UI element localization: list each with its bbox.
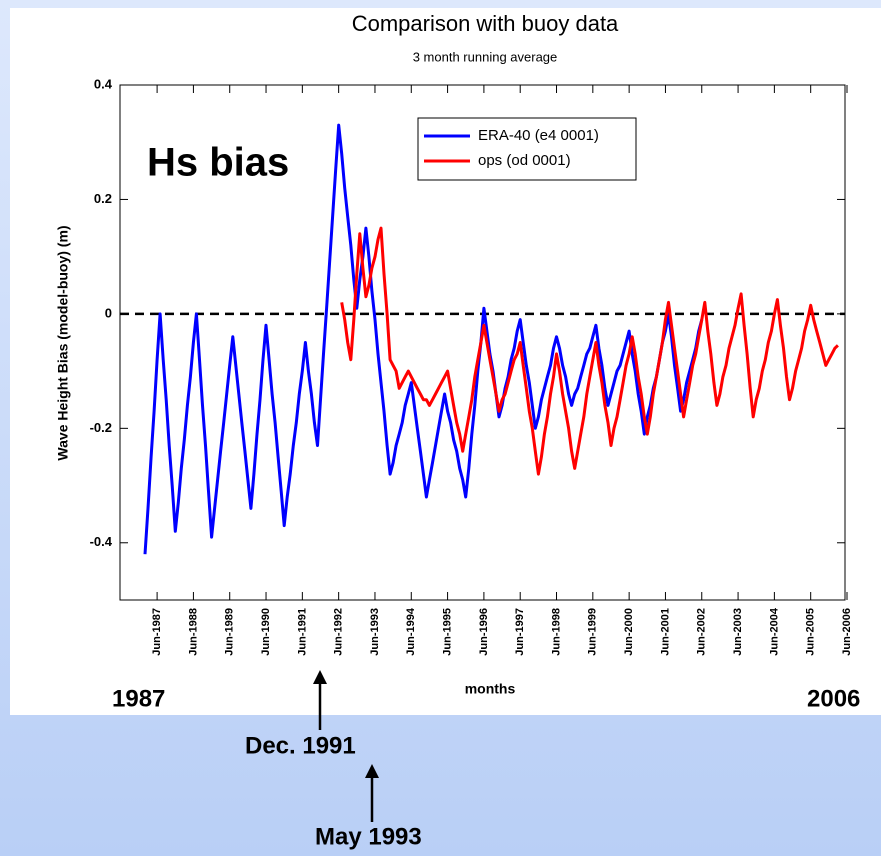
series-line <box>340 226 839 476</box>
x-tick-label: Jun-2006 <box>841 608 853 656</box>
x-tick-label: Jun-1993 <box>369 608 381 656</box>
x-axis-label: months <box>465 681 516 697</box>
annotation: Hs bias <box>147 141 289 185</box>
x-tick-label: Jun-1990 <box>260 608 272 656</box>
x-tick-label: Jun-2003 <box>732 608 744 656</box>
x-tick-label: Jun-2004 <box>768 607 780 656</box>
x-tick-label: Jun-1995 <box>441 608 453 656</box>
legend-label: ops (od 0001) <box>478 152 571 169</box>
x-tick-label: Jun-1998 <box>550 608 562 656</box>
slide-label: 1987 <box>112 685 165 712</box>
legend-box <box>417 117 637 181</box>
slide-label: 2006 <box>807 685 860 712</box>
arrow-head <box>313 670 327 684</box>
x-tick-label: Jun-1988 <box>187 608 199 656</box>
series-line <box>143 123 704 555</box>
y-tick-label: -0.4 <box>90 534 113 549</box>
y-tick-label: -0.2 <box>90 420 112 435</box>
y-tick-label: 0.4 <box>94 76 113 91</box>
x-tick-label: Jun-1992 <box>333 608 345 656</box>
x-tick-label: Jun-2005 <box>805 608 817 656</box>
slide-label: Dec. 1991 <box>245 732 356 759</box>
x-tick-label: Jun-2001 <box>659 608 671 656</box>
x-tick-label: Jun-2002 <box>696 608 708 656</box>
arrow-head <box>365 764 379 778</box>
x-tick-label: Jun-1989 <box>224 608 236 656</box>
y-axis-label: Wave Height Bias (model-buoy) (m) <box>55 225 71 460</box>
x-tick-label: Jun-1999 <box>587 608 599 656</box>
y-tick-label: 0 <box>105 305 112 320</box>
x-tick-label: Jun-1987 <box>151 608 163 656</box>
chart-title: Comparison with buoy data <box>352 11 619 36</box>
x-tick-label: Jun-1991 <box>296 608 308 656</box>
x-tick-label: Jun-1994 <box>405 607 417 656</box>
legend-label: ERA-40 (e4 0001) <box>478 127 599 144</box>
chart-subtitle: 3 month running average <box>413 49 558 64</box>
slide-label: May 1993 <box>315 823 422 850</box>
y-tick-label: 0.2 <box>94 191 112 206</box>
x-tick-label: Jun-1997 <box>514 608 526 656</box>
x-tick-label: Jun-1996 <box>478 608 490 656</box>
plot-frame <box>119 84 846 601</box>
x-tick-label: Jun-2000 <box>623 608 635 656</box>
